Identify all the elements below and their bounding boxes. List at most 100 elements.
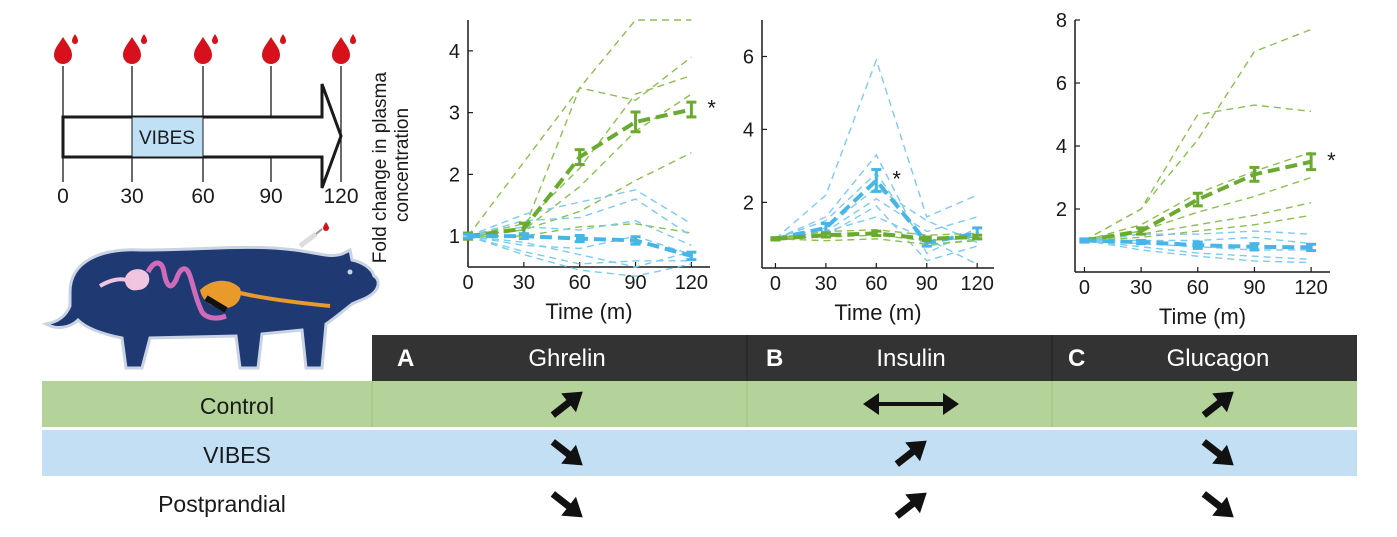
error-bar [871,168,882,193]
significance-marker: * [1327,148,1336,173]
x-tick-label: 0 [462,272,473,294]
individual-line [1084,239,1312,261]
error-bar [630,110,641,134]
panel-letter-c: C [1068,345,1085,372]
protocol-timeline: VIBES 0 30 60 90 120 [54,34,359,208]
error-bar [1136,239,1147,246]
row-label-control: Control [200,393,274,419]
individual-line [467,19,692,237]
individual-line [1084,239,1312,264]
panel-letter-b: B [766,345,783,372]
vibes-stimulus-box [131,116,204,158]
row-vibes-bg [42,430,1357,476]
panel-letter-a: A [397,345,414,372]
blood-drop-icon [123,34,147,64]
blood-drops [54,34,356,64]
trend-arrows [550,391,1234,519]
error-bar [1306,242,1317,253]
x-axis-title: Time (m) [1159,304,1246,329]
x-axis-title: Time (m) [834,300,921,325]
arrow-both-icon [863,393,959,415]
x-tick-label: 90 [916,273,938,295]
hormone-charts: 0 30 60 90 120 1 2 3 4 Time (m) * 0 30 60 90 120 2 4 6 Tim… [370,10,1336,329]
summary-table: A Ghrelin B Insulin C Glucagon Control V… [42,335,1357,519]
individual-line [1084,28,1312,242]
table-header [372,335,1357,381]
individual-line [1084,214,1312,242]
error-bar [1249,165,1260,183]
y-tick-label: 2 [449,164,460,186]
error-bar [1192,191,1203,208]
header-ghrelin: Ghrelin [528,345,605,372]
individual-line [467,74,692,237]
arrow-up-icon [1201,391,1234,418]
timeline-tick-label: 120 [323,185,358,208]
blood-drop-icon [194,34,218,64]
error-bar [820,222,831,234]
individual-line [467,235,692,256]
arrow-down-icon [550,439,583,466]
significance-marker: * [892,166,901,191]
blood-drop-icon [332,34,356,64]
x-tick-label: 90 [1243,277,1265,299]
arrow-up-icon [894,492,927,519]
y-tick-label: 1 [449,226,460,248]
mean-series [463,100,697,262]
x-axis-title: Time (m) [545,299,632,324]
error-bar [574,148,585,166]
timeline-tick-label: 60 [191,185,214,208]
timeline-tick-label: 30 [120,185,143,208]
x-tick-label: 120 [961,273,994,295]
timeline-tick-labels: 0 30 60 90 120 [57,185,358,208]
y-tick-label: 4 [743,119,754,141]
arrow-down-icon [550,491,583,518]
insulin-chart: 0 30 60 90 120 2 4 6 Time (m) * [743,20,994,325]
ghrelin-chart: 0 30 60 90 120 1 2 3 4 Time (m) * [449,19,716,324]
row-label-vibes: VIBES [203,442,271,468]
axes: 0 30 60 90 120 1 2 3 4 Time (m) [449,20,710,324]
header-insulin: Insulin [876,345,945,372]
individual-line [775,205,978,262]
error-bar [820,231,831,239]
vibes-stimulus-label: VIBES [139,128,195,149]
y-tick-label: 2 [743,192,754,214]
x-tick-label: 60 [1187,277,1209,299]
individual-line [467,235,692,265]
error-bar [1136,226,1147,236]
arrow-down-icon [1201,439,1234,466]
error-bar [574,234,585,244]
glucagon-chart: 0 30 60 90 120 2 4 6 8 Time (m) * [1056,10,1336,329]
x-tick-label: 60 [865,273,887,295]
x-tick-label: 30 [815,273,837,295]
error-bar [1192,240,1203,250]
y-tick-label: 3 [449,103,460,125]
syringe-icon [298,222,329,248]
axes: 0 30 60 90 120 2 4 6 8 Time (m) [1056,10,1330,329]
x-tick-label: 0 [770,273,781,295]
pig-icon [41,222,380,370]
error-bar [1249,242,1260,252]
arrow-up-icon [550,391,583,418]
individual-line [774,57,978,240]
arrow-down-icon [1201,491,1234,518]
error-bar [770,236,781,242]
axes: 0 30 60 90 120 2 4 6 Time (m) [743,20,994,325]
error-bar [1306,152,1317,172]
x-tick-label: 120 [675,272,708,294]
y-tick-label: 2 [1056,199,1067,221]
individual-line [775,238,978,245]
y-tick-label: 4 [1056,136,1067,158]
error-bar [686,100,697,119]
individual-series [1084,28,1312,264]
individual-line [1084,104,1312,242]
x-tick-label: 30 [513,272,535,294]
significance-marker: * [707,96,716,121]
error-bar [686,250,697,262]
individual-line [467,235,692,268]
individual-line [467,198,692,237]
individual-line [1084,230,1312,242]
error-bar [871,229,882,238]
y-tick-label: 6 [743,46,754,68]
mean-series [1079,152,1317,253]
timeline-tick-label: 0 [57,185,69,208]
